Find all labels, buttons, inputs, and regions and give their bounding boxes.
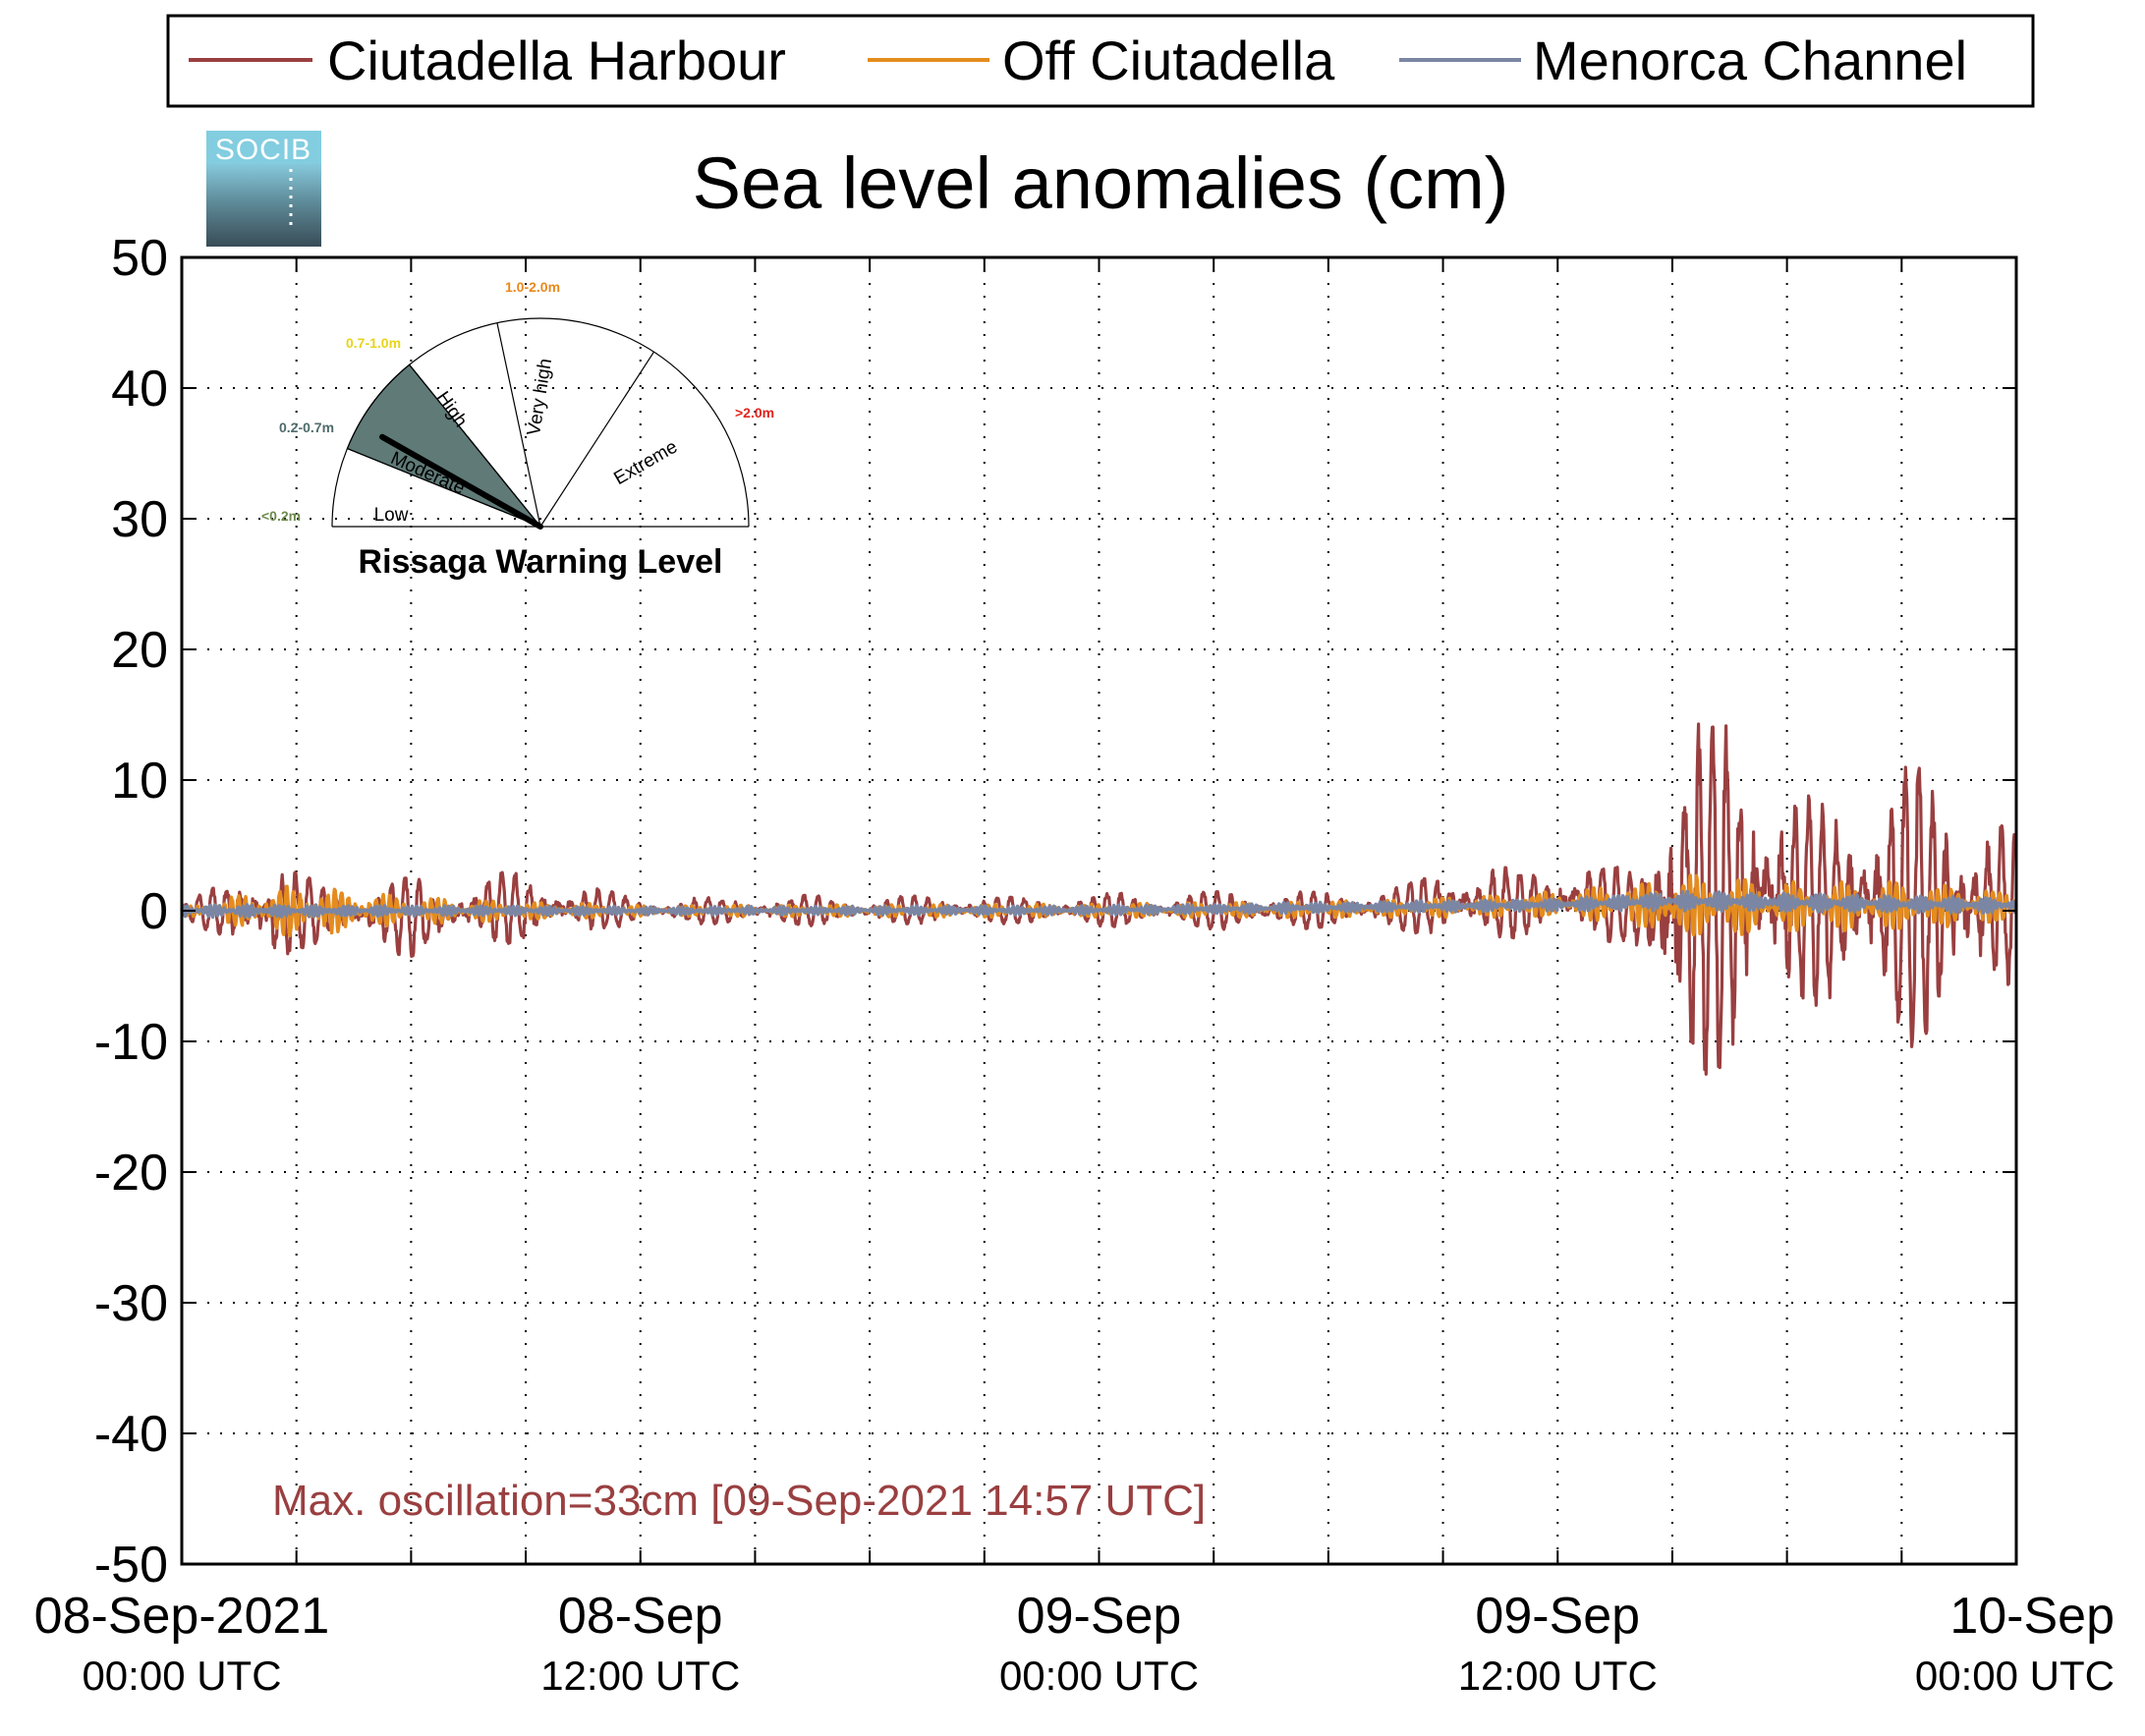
gauge-label-low: Low [374,505,409,526]
rissaga-warning-gauge: Low Moderate High Very high Extreme <0.2… [261,279,774,581]
legend-box [166,14,2035,108]
legend: Ciutadella Harbour Off Ciutadella Menorc… [166,14,2035,108]
x-tick-time: 00:00 UTC [999,1652,1199,1699]
y-axis: -50 -40 -30 -20 -10 0 10 20 30 40 50 [94,230,2016,1594]
y-tick-label: 10 [111,753,168,810]
x-tick-label: 10-Sep 00:00 UTC [1915,1588,2115,1699]
gauge-range-high: 0.7-1.0m [346,335,401,351]
y-tick-label: 20 [111,622,168,679]
gauge-title: Rissaga Warning Level [359,543,723,581]
gauge-range-extreme: >2.0m [735,405,774,420]
gauge-divider [347,448,541,528]
y-tick-label: -30 [94,1275,168,1332]
y-tick-label: -20 [94,1145,168,1202]
logo-body [206,164,321,247]
chart-title: Sea level anomalies (cm) [693,142,1509,224]
x-tick-date: 09-Sep [1475,1588,1640,1645]
x-tick-label: 09-Sep 00:00 UTC [999,1588,1199,1699]
legend-entry-3: Menorca Channel [1399,29,1967,91]
gauge-outline [331,317,750,528]
y-tick-label: -40 [94,1406,168,1463]
legend-label-1: Ciutadella Harbour [327,29,786,91]
x-tick-time: 00:00 UTC [82,1652,281,1699]
series-line-2 [180,873,2018,938]
x-tick-label: 09-Sep 12:00 UTC [1458,1588,1658,1699]
logo-top-band [206,131,321,164]
gauge-divider [496,322,541,528]
x-tick-time: 00:00 UTC [1915,1652,2115,1699]
y-tick-label: 40 [111,361,168,418]
socib-logo: SOCIB [206,131,321,247]
series-line-3 [180,889,2018,920]
x-tick-date: 08-Sep-2021 [34,1588,330,1645]
series-line-1 [181,722,2018,1076]
gauge-range-very-high: 1.0-2.0m [505,279,560,295]
legend-label-2: Off Ciutadella [1002,29,1335,91]
x-tick-label: 08-Sep 12:00 UTC [540,1588,740,1699]
y-tick-label: -50 [94,1537,168,1594]
legend-entry-1: Ciutadella Harbour [189,29,786,91]
gauge-range-low: <0.2m [261,508,301,524]
legend-label-3: Menorca Channel [1533,29,1967,91]
gauge-divider [409,364,541,528]
x-tick-label: 08-Sep-2021 00:00 UTC [34,1588,330,1699]
gauge-dividers [347,322,654,528]
x-tick-date: 08-Sep [558,1588,723,1645]
legend-entry-2: Off Ciutadella [868,29,1335,91]
y-tick-label: 30 [111,491,168,548]
x-tick-time: 12:00 UTC [540,1652,740,1699]
x-tick-date: 09-Sep [1017,1588,1182,1645]
logo-text: SOCIB [215,134,311,166]
gauge-range-moderate: 0.2-0.7m [279,420,334,435]
x-tick-date: 10-Sep [1949,1588,2115,1645]
gauge-needle [379,433,543,530]
gauge-divider [539,351,654,528]
x-tick-time: 12:00 UTC [1458,1652,1658,1699]
y-tick-label: -10 [94,1014,168,1071]
max-oscillation-annotation: Max. oscillation=33cm [09-Sep-2021 14:57… [272,1477,1206,1525]
series-layer [180,722,2018,1076]
y-tick-label: 50 [111,230,168,287]
y-tick-label: 0 [140,883,168,940]
